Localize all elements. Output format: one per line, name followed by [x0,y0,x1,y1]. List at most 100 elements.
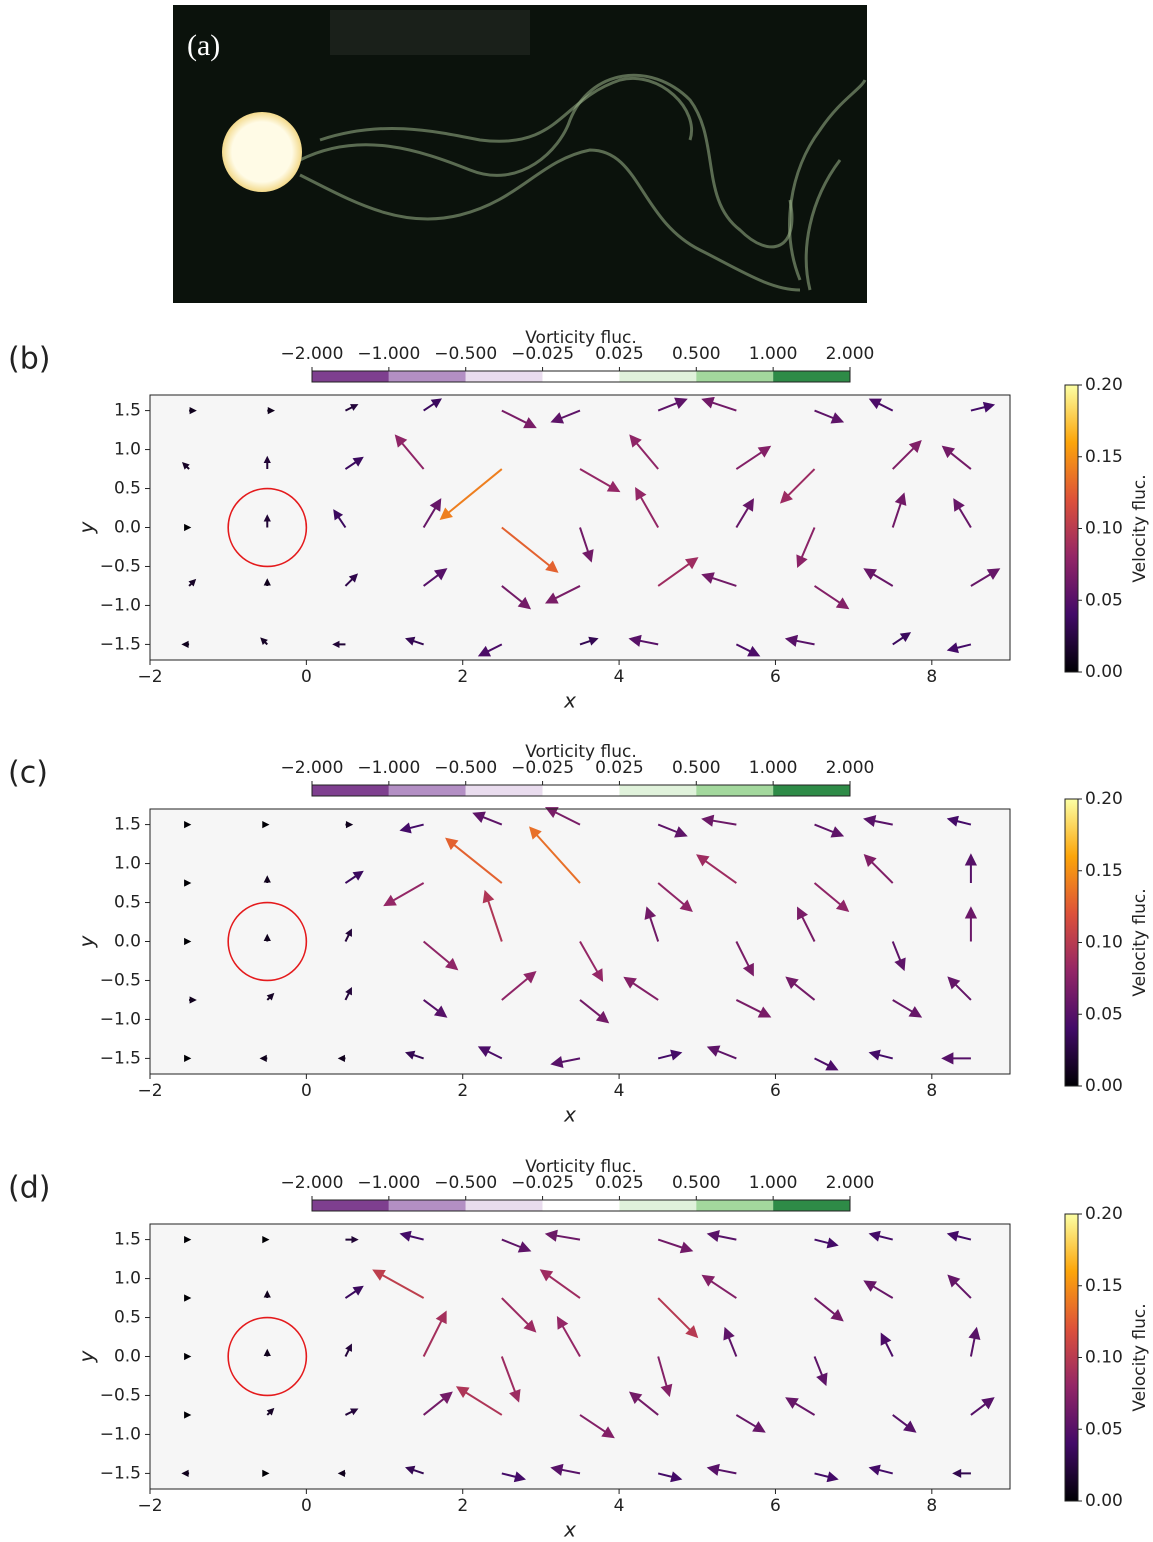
y-tick-label: −1.0 [100,595,141,615]
velocity-arrow [345,404,359,412]
x-tick-label: 8 [926,1496,937,1516]
velocity-arrow [784,634,815,647]
velocity-arrow [628,634,659,647]
velocity-arrow [345,820,354,829]
colorbar-band [619,785,697,796]
streak [299,73,794,249]
colorbar-band [465,371,543,382]
y-axis-label: y [75,934,99,948]
velocity-arrow [941,445,972,470]
velocity-arrow [701,396,737,412]
colorbar-tick-label: 0.20 [1085,789,1123,809]
velocity-arrow [657,1049,683,1061]
dye-streaks [299,73,867,292]
panel-label: (b) [8,342,50,377]
velocity-arrow [814,1471,839,1483]
y-tick-label: −0.5 [100,970,141,990]
y-tick-label: −0.5 [100,556,141,576]
velocity-arrow [970,1397,995,1416]
colorbar-band [388,371,466,382]
velocity-arrow [189,406,197,415]
colorbar-band [542,1200,620,1211]
velocity-arrow [863,815,893,828]
colorbar-tick-label: 0.500 [672,758,721,778]
velocity-arrow [735,643,761,657]
velocity-arrow [422,1310,447,1357]
velocity-arrow [545,585,581,604]
x-tick-label: 0 [301,667,312,687]
velocity-arrow [946,1230,972,1242]
colorbar-tick-label: 0.20 [1085,1204,1123,1224]
colorbar-band [619,1200,697,1211]
velocity-arrow [423,568,448,587]
colorbar-tick-label: −0.500 [434,758,497,778]
x-tick-label: 4 [614,667,625,687]
velocity-arrow [344,986,352,1001]
colorbar-tick-label: 0.025 [595,344,644,364]
velocity-colorbar [1064,1213,1079,1502]
quiver-panel: (d) Vorticity fluc. −2.000 −1.000 −0.500 −0.0… [8,1157,1150,1542]
streak [788,79,867,281]
streak [804,159,842,291]
colorbar-band [312,785,389,796]
velocity-arrow [445,837,503,884]
colorbar-tick-label: −0.025 [511,344,574,364]
velocity-arrow [399,822,424,834]
velocity-arrow [706,1045,737,1060]
velocity-arrow [477,643,503,657]
velocity-arrow [337,1054,346,1063]
colorbar-tick-label: 0.10 [1085,933,1123,953]
velocity-arrow [735,1414,766,1433]
velocity-arrow [399,1230,424,1242]
velocity-arrow [550,1463,581,1476]
colorbar-tick-label: 1.000 [749,1173,798,1193]
y-tick-label: −1.5 [100,1463,141,1483]
velocity-arrow [735,999,772,1018]
x-tick-label: 0 [301,1496,312,1516]
colorbar-tick-label: 0.15 [1085,447,1123,467]
colorbar-tick-label: 0.05 [1085,590,1123,610]
velocity-arrow [892,1414,917,1433]
velocity-arrow [263,455,271,470]
colorbar-tick-label: −1.000 [357,1173,420,1193]
colorbar-band [773,371,850,382]
velocity-arrow [892,632,912,646]
velocity-arrow [501,1471,526,1483]
colorbar-tick-label: 0.10 [1085,519,1123,539]
streak [319,77,693,143]
velocity-arrow [579,1414,615,1439]
velocity-arrow [262,1469,270,1478]
velocity-arrow [181,1469,190,1478]
velocity-arrow [579,468,621,493]
velocity-arrow [439,468,503,520]
y-tick-label: 0.5 [114,479,141,499]
velocity-arrow [477,1046,503,1060]
velocity-arrow [550,1055,581,1068]
colorbar-title: Vorticity fluc. [525,328,637,348]
velocity-arrow [701,1274,737,1299]
velocity-arrow [880,1332,894,1357]
colorbar-tick-label: −0.025 [511,1173,574,1193]
velocity-arrow [868,398,894,412]
velocity-arrow [372,1269,425,1299]
quiver-panel: (c) Vorticity fluc. −2.000 −1.000 −0.500 −0.0… [8,742,1150,1127]
colorbar-title: Velocity fluc. [1130,888,1150,996]
velocity-arrow [267,406,276,415]
velocity-arrow [779,468,816,504]
colorbar-frame [311,784,851,797]
x-tick-label: 2 [457,667,468,687]
velocity-arrow [657,1471,683,1483]
colorbar-title: Vorticity fluc. [525,742,637,762]
y-tick-label: −1.0 [100,1009,141,1029]
colorbar-tick-label: 0.10 [1085,1348,1123,1368]
velocity-arrow [188,578,197,587]
x-tick-label: 6 [770,1081,781,1101]
velocity-arrow [501,409,537,429]
velocity-arrow [501,1238,532,1253]
velocity-arrow [813,585,850,610]
colorbar-title: Vorticity fluc. [525,1157,637,1177]
panel-label: (d) [8,1171,50,1206]
colorbar-tick-label: −2.000 [281,1173,344,1193]
cylinder [227,487,308,568]
velocity-arrow [332,640,346,649]
